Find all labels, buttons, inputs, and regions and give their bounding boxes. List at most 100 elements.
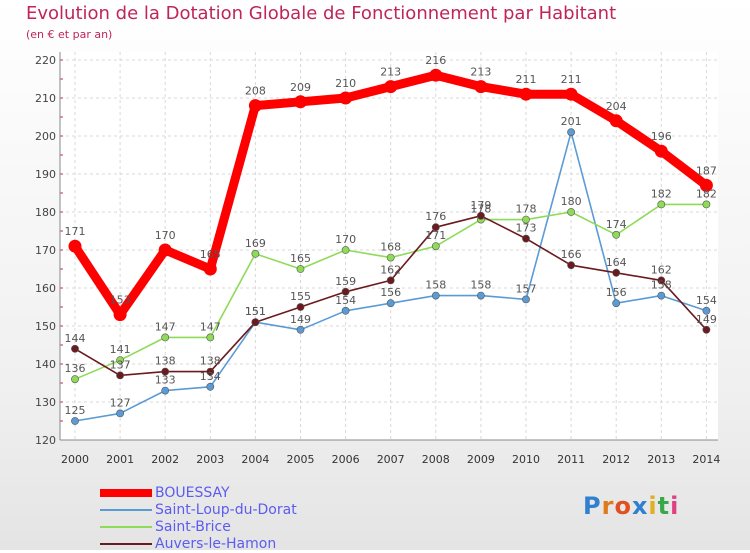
data-point [522, 215, 530, 224]
data-label: 166 [561, 248, 582, 261]
data-label: 133 [155, 374, 176, 387]
data-point [386, 276, 395, 285]
data-label: 136 [65, 362, 86, 375]
data-label: 134 [200, 370, 221, 383]
data-point [251, 318, 260, 327]
data-label: 138 [155, 355, 176, 368]
data-label: 169 [245, 237, 266, 250]
data-label: 176 [425, 210, 446, 223]
data-point [702, 325, 711, 334]
legend-label: Saint-Brice [155, 519, 231, 535]
data-label: 211 [516, 73, 537, 86]
data-point [612, 268, 621, 277]
data-label: 178 [470, 203, 491, 216]
data-label: 173 [516, 222, 537, 235]
data-point [519, 87, 533, 101]
y-tick-label: 220 [35, 54, 56, 67]
y-tick-label: 190 [35, 168, 56, 181]
data-point [294, 95, 307, 109]
data-label: 213 [470, 66, 491, 79]
data-label: 149 [696, 313, 717, 326]
x-tick-label: 2005 [287, 453, 315, 466]
logo-letter: t [657, 492, 671, 520]
logo-letter: i [648, 492, 658, 520]
data-label: 155 [290, 290, 311, 303]
data-point [206, 333, 215, 342]
data-point [476, 211, 485, 220]
data-label: 168 [380, 241, 401, 254]
data-point [384, 80, 398, 94]
data-label: 211 [561, 73, 582, 86]
data-point [116, 409, 124, 418]
data-point [522, 295, 530, 304]
data-label: 162 [380, 263, 401, 276]
data-point [612, 230, 621, 239]
data-label: 158 [651, 279, 672, 292]
data-point [386, 299, 395, 308]
data-point [71, 417, 79, 425]
x-tick-label: 2008 [422, 453, 450, 466]
data-point [116, 371, 124, 380]
data-label: 170 [335, 233, 356, 246]
legend-label: Saint-Loup-du-Dorat [155, 502, 297, 518]
x-tick-label: 2010 [512, 453, 540, 466]
x-tick-label: 2013 [647, 453, 675, 466]
data-point [116, 356, 124, 365]
data-label: 171 [425, 229, 446, 242]
data-label: 210 [335, 77, 356, 90]
data-point [161, 367, 170, 376]
y-tick-label: 140 [35, 358, 56, 371]
data-label: 158 [470, 279, 491, 292]
y-tick-label: 210 [35, 92, 56, 105]
data-label: 157 [516, 282, 537, 295]
legend-swatch [100, 509, 152, 511]
x-tick-label: 2003 [196, 453, 224, 466]
data-point [567, 261, 575, 270]
data-point [564, 87, 578, 101]
data-point [251, 249, 260, 258]
data-label: 127 [110, 396, 131, 409]
data-point [68, 239, 82, 253]
logo-letter: i [670, 492, 680, 520]
x-tick-label: 2011 [557, 453, 585, 466]
data-label: 151 [245, 305, 266, 318]
legend-swatch [100, 543, 152, 545]
data-label: 179 [470, 199, 491, 212]
data-point [296, 325, 305, 334]
logo-letter: P [583, 492, 602, 520]
data-label: 147 [200, 320, 221, 333]
legend-swatch [100, 489, 152, 497]
data-label: 159 [335, 275, 356, 288]
data-point [476, 291, 485, 300]
data-point [657, 200, 666, 209]
data-label: 154 [696, 294, 717, 307]
legend-label: BOUESSAY [155, 485, 230, 501]
y-tick-label: 160 [35, 282, 56, 295]
chart-subtitle: (en € et par an) [26, 28, 113, 41]
data-label: 162 [651, 263, 672, 276]
data-point [474, 80, 488, 94]
y-tick-label: 180 [35, 206, 56, 219]
data-label: 213 [380, 66, 401, 79]
y-tick-label: 120 [35, 434, 56, 447]
data-label: 196 [651, 130, 672, 143]
y-tick-label: 150 [35, 320, 56, 333]
data-point [429, 68, 443, 82]
data-point [203, 262, 217, 276]
chart-title: Evolution de la Dotation Globale de Fonc… [26, 3, 617, 24]
data-point [341, 306, 350, 315]
y-tick-label: 130 [35, 396, 56, 409]
x-tick-label: 2006 [332, 453, 360, 466]
data-label: 208 [245, 85, 266, 98]
x-tick-label: 2000 [61, 453, 89, 466]
data-point [699, 178, 713, 192]
x-tick-label: 2009 [467, 453, 495, 466]
logo-letter: r [601, 492, 615, 520]
data-label: 216 [425, 54, 446, 67]
x-tick-label: 2001 [106, 453, 134, 466]
data-label: 170 [155, 229, 176, 242]
y-tick-label: 170 [35, 244, 56, 257]
data-label: 209 [290, 81, 311, 94]
data-label: 187 [696, 164, 717, 177]
